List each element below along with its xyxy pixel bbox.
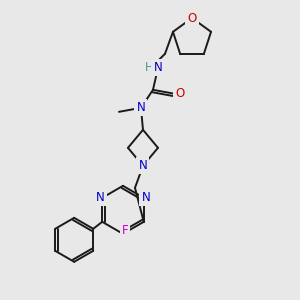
Text: N: N — [96, 191, 105, 204]
Text: N: N — [139, 159, 147, 172]
Text: O: O — [188, 11, 196, 25]
Text: O: O — [176, 87, 184, 100]
Text: N: N — [136, 101, 146, 114]
Text: F: F — [122, 224, 128, 237]
Text: N: N — [154, 61, 162, 74]
Text: H: H — [145, 61, 153, 74]
Text: N: N — [141, 191, 150, 204]
